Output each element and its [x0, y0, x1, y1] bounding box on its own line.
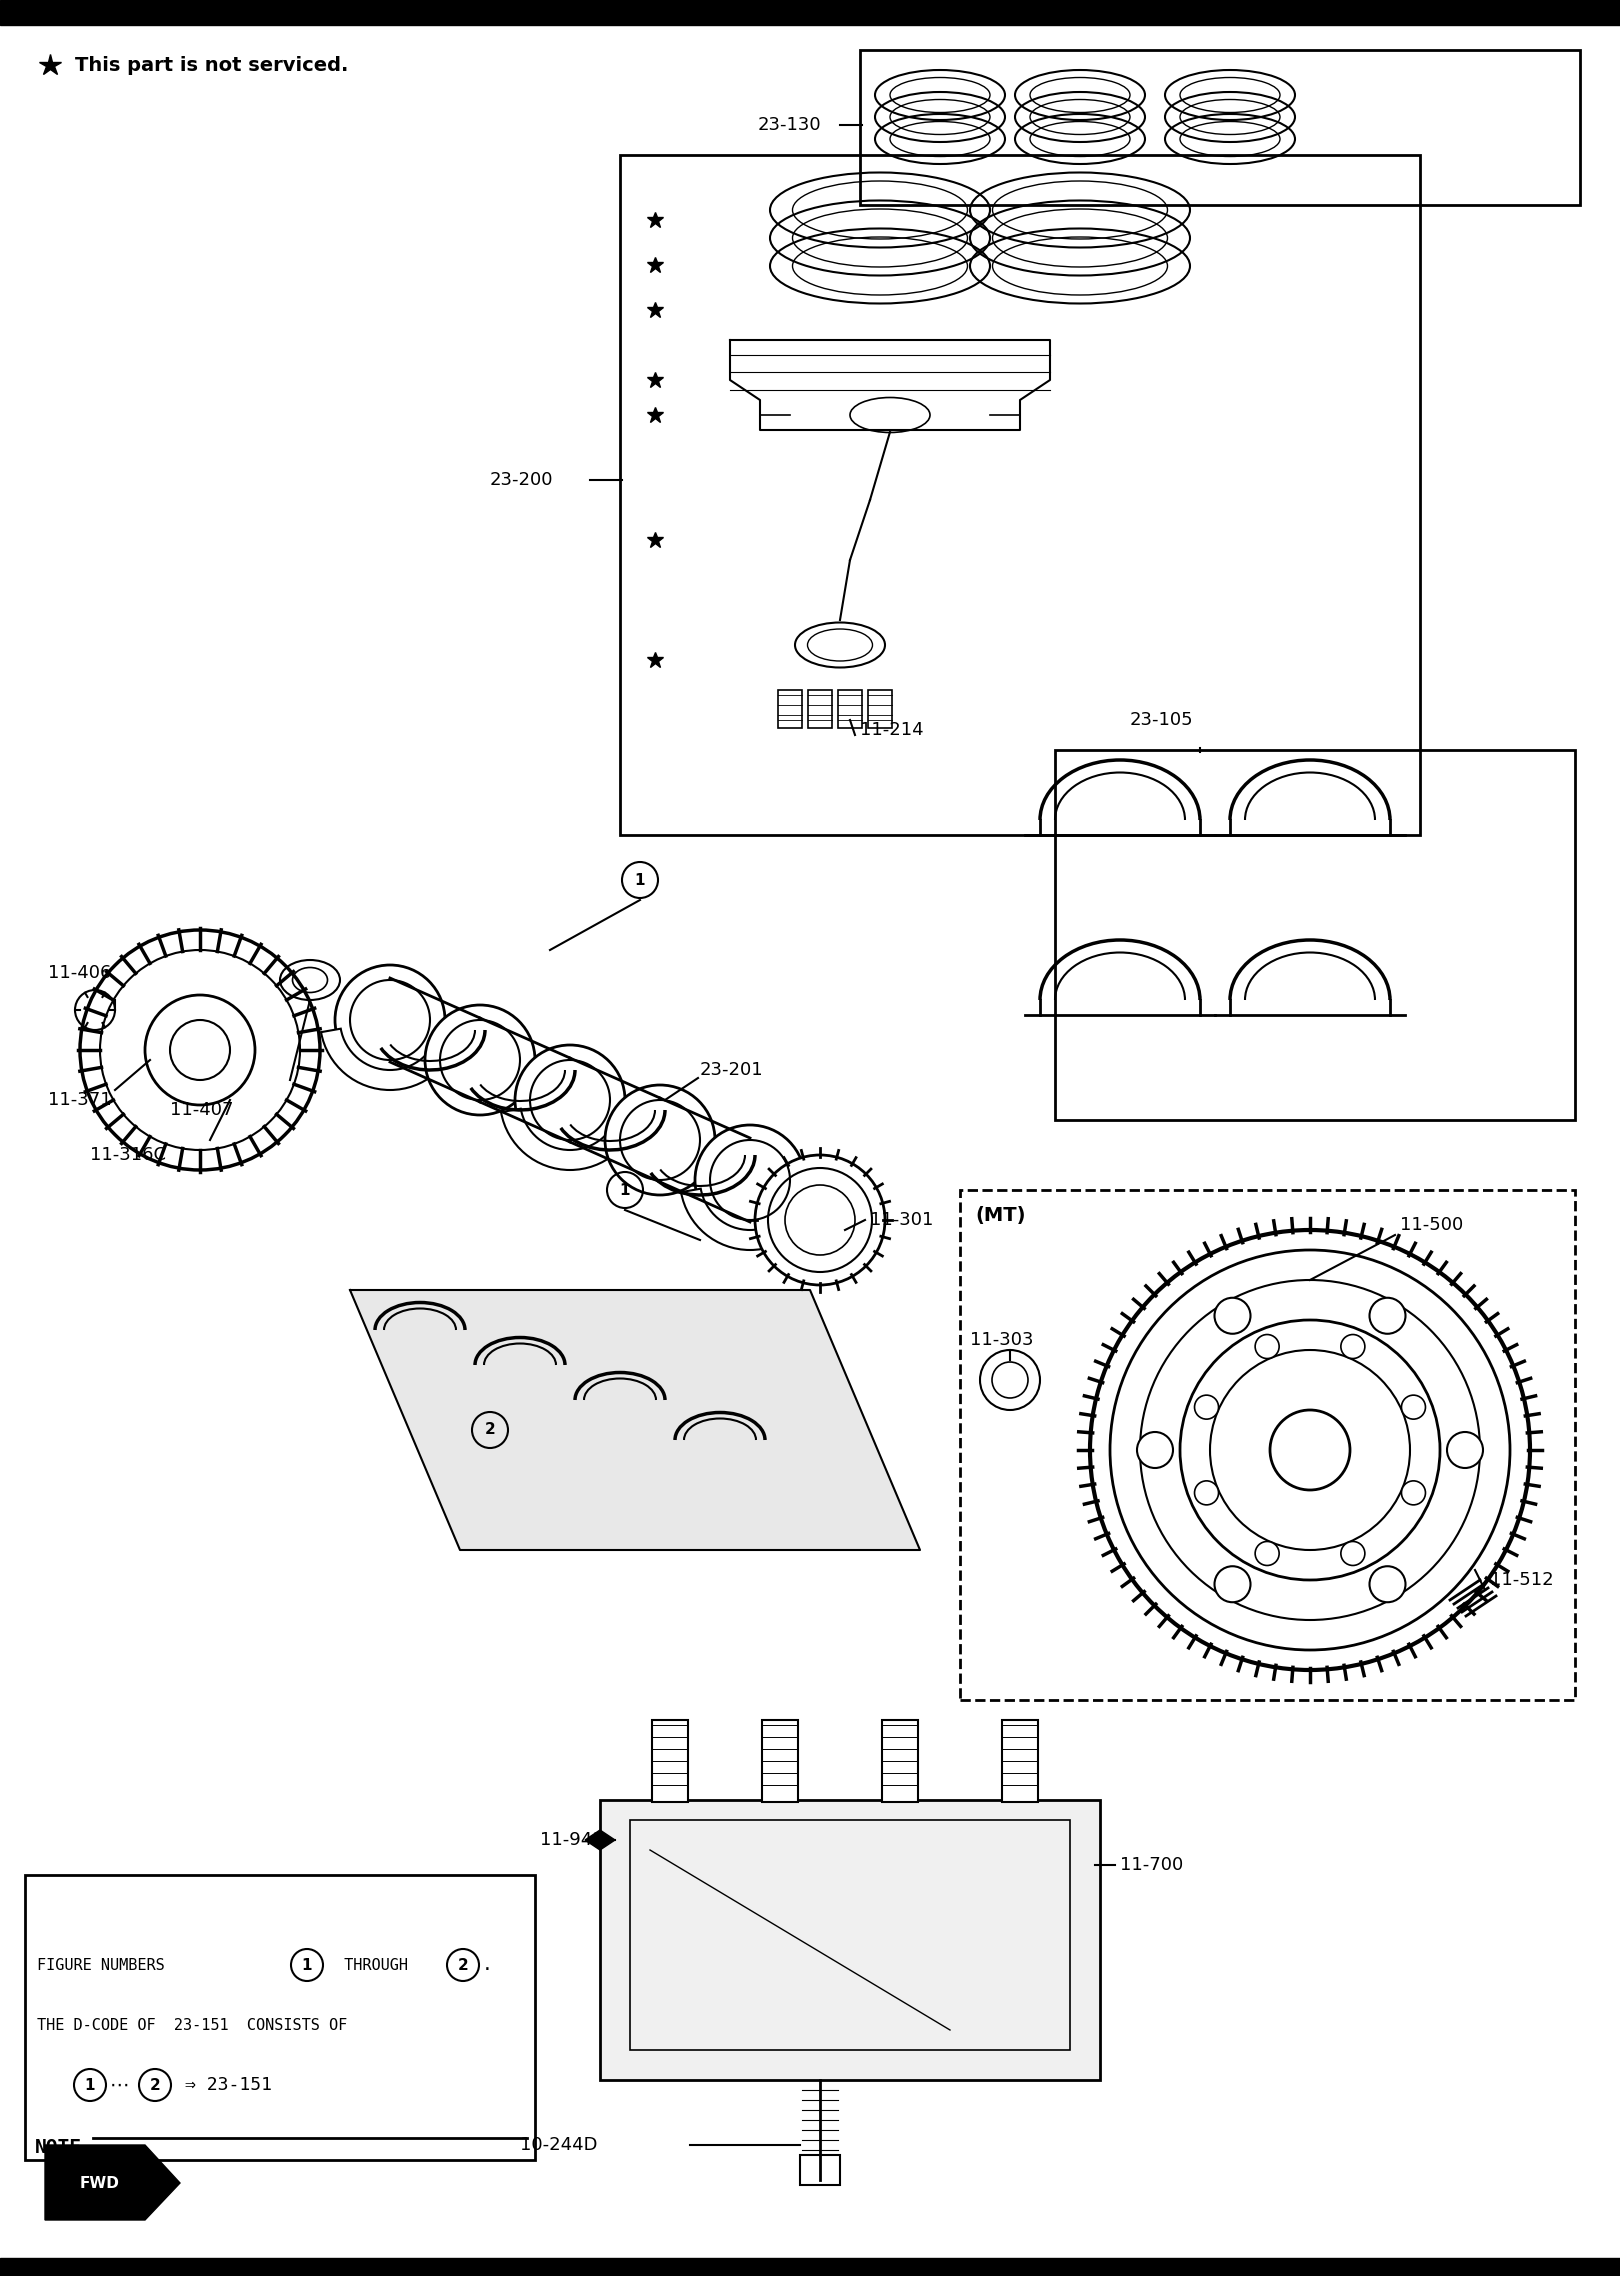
Text: 11-500: 11-500	[1400, 1215, 1463, 1234]
Circle shape	[604, 1086, 714, 1195]
Bar	[761, 1721, 799, 1803]
Polygon shape	[585, 1830, 616, 1850]
Circle shape	[1369, 1566, 1406, 1602]
Wedge shape	[501, 1108, 638, 1170]
Text: 11-316C: 11-316C	[91, 1147, 165, 1163]
Circle shape	[515, 1045, 625, 1154]
Text: 2: 2	[149, 2078, 160, 2092]
Circle shape	[1341, 1334, 1366, 1359]
Text: 23-201: 23-201	[700, 1061, 763, 1079]
Circle shape	[1401, 1395, 1426, 1420]
Text: 11-371: 11-371	[49, 1090, 112, 1108]
Text: ⋯: ⋯	[110, 2076, 130, 2094]
Bar	[961, 1190, 1575, 1700]
Bar	[0, 2258, 1620, 2276]
Bar	[808, 690, 833, 728]
Text: 1: 1	[84, 2078, 96, 2092]
Circle shape	[1401, 1482, 1426, 1504]
Bar	[630, 1821, 1069, 2051]
Text: (MT): (MT)	[975, 1206, 1025, 1224]
Bar	[868, 690, 893, 728]
Text: 2: 2	[457, 1957, 468, 1973]
Text: 11-512: 11-512	[1490, 1570, 1554, 1589]
Bar	[778, 690, 802, 728]
Bar	[800, 2155, 841, 2185]
Text: 2: 2	[484, 1422, 496, 1438]
Text: 11-214: 11-214	[860, 721, 923, 740]
Wedge shape	[680, 1188, 820, 1250]
Text: 1: 1	[620, 1184, 630, 1197]
Text: 11-700: 11-700	[1119, 1855, 1183, 1873]
Bar	[881, 1721, 919, 1803]
Circle shape	[1194, 1395, 1218, 1420]
Text: 11-303: 11-303	[970, 1331, 1034, 1350]
Text: THE D-CODE OF  23-151  CONSISTS OF: THE D-CODE OF 23-151 CONSISTS OF	[37, 2017, 347, 2032]
Text: This part is not serviced.: This part is not serviced.	[75, 55, 348, 75]
Circle shape	[1137, 1432, 1173, 1468]
Polygon shape	[45, 2144, 180, 2219]
Bar	[651, 1721, 688, 1803]
Text: .: .	[483, 1955, 492, 1973]
Circle shape	[695, 1124, 805, 1236]
Text: 23-130: 23-130	[758, 116, 821, 134]
Bar	[860, 50, 1580, 205]
Text: 11-407: 11-407	[170, 1102, 233, 1120]
Bar	[0, 0, 1620, 25]
Circle shape	[1447, 1432, 1482, 1468]
Bar	[24, 1875, 535, 2160]
Text: NOTE: NOTE	[36, 2137, 83, 2158]
Text: 1: 1	[635, 872, 645, 888]
Text: FWD: FWD	[79, 2176, 120, 2190]
Circle shape	[1194, 1482, 1218, 1504]
Text: 23-105: 23-105	[1131, 710, 1194, 728]
Text: 1: 1	[301, 1957, 313, 1973]
Circle shape	[755, 1154, 885, 1286]
Circle shape	[1256, 1334, 1280, 1359]
Text: 10-244D: 10-244D	[520, 2135, 598, 2153]
Bar	[1055, 751, 1575, 1120]
Circle shape	[335, 965, 446, 1074]
Bar	[599, 1800, 1100, 2080]
Text: THROUGH: THROUGH	[335, 1957, 416, 1973]
Polygon shape	[350, 1290, 920, 1550]
Text: 11-941: 11-941	[539, 1830, 604, 1848]
Text: 11-301: 11-301	[870, 1211, 933, 1229]
Bar	[1003, 1721, 1038, 1803]
Circle shape	[1215, 1297, 1251, 1334]
Bar	[838, 690, 862, 728]
Text: 11-406: 11-406	[49, 965, 112, 981]
Polygon shape	[731, 339, 1050, 430]
Circle shape	[1256, 1541, 1280, 1566]
Circle shape	[1215, 1566, 1251, 1602]
Text: FIGURE NUMBERS: FIGURE NUMBERS	[37, 1957, 173, 1973]
Text: 23-200: 23-200	[489, 471, 554, 489]
Text: ⇒ 23-151: ⇒ 23-151	[185, 2076, 272, 2094]
Circle shape	[1369, 1297, 1406, 1334]
Circle shape	[1090, 1229, 1529, 1671]
Circle shape	[424, 1006, 535, 1115]
Wedge shape	[321, 1029, 458, 1090]
Bar	[620, 155, 1421, 835]
Circle shape	[1341, 1541, 1366, 1566]
